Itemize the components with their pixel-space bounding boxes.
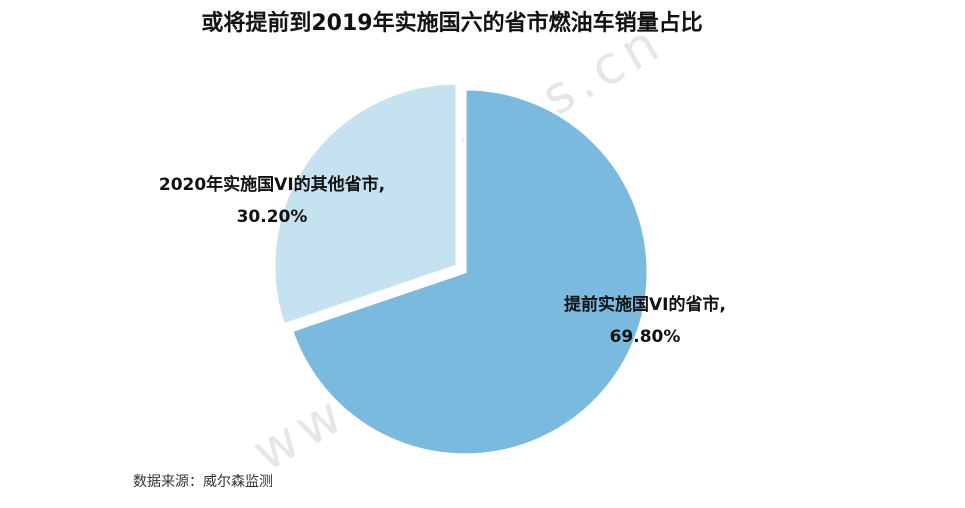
slice-value: 69.80% (610, 327, 681, 347)
chart-title: 或将提前到2019年实施国六的省市燃油车销量占比 (201, 10, 702, 36)
pie-slice (289, 87, 650, 457)
slice-label: 2020年实施国VI的其他省市, (159, 174, 385, 195)
slice-value: 30.20% (237, 207, 308, 227)
source-note: 数据来源：威尔森监测 (133, 474, 273, 490)
slice-label: 提前实施国VI的省市, (564, 294, 726, 315)
pie-slice (272, 81, 459, 327)
pie (272, 81, 650, 457)
